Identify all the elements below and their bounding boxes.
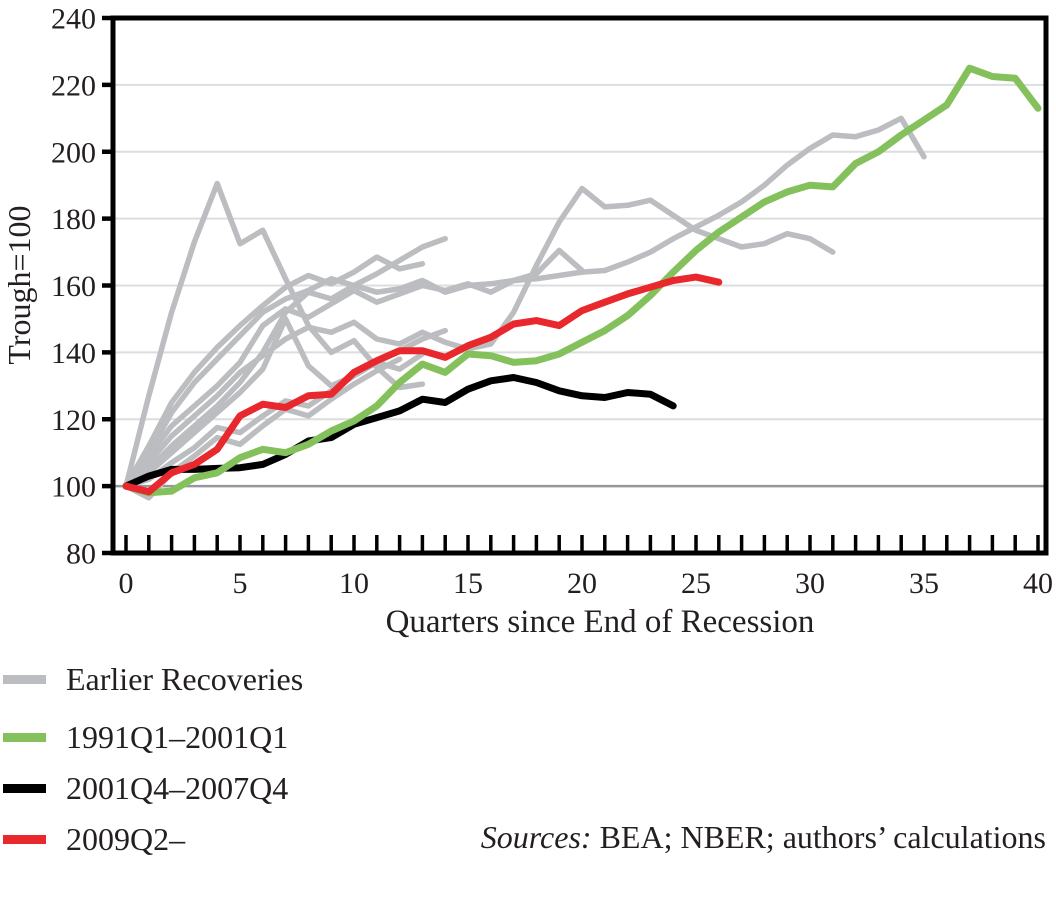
recovery-chart: 80 100 120 140 160 180 200 220 240 0 5 10 15 20 25 30 35…	[1, 3, 1054, 641]
y-axis-tick-labels: 80 100 120 140 160 180 200 220 240	[51, 3, 96, 571]
legend-item: 1991Q1–2001Q1	[3, 720, 288, 754]
svg-text:30: 30	[795, 567, 825, 600]
svg-text:25: 25	[681, 567, 711, 600]
x-axis-ticks	[124, 535, 1040, 551]
svg-text:10: 10	[339, 567, 369, 600]
series-line-9	[122, 374, 677, 490]
legend-item-label: Earlier Recoveries	[66, 661, 304, 697]
svg-text:120: 120	[51, 404, 96, 437]
svg-text:80: 80	[66, 538, 96, 571]
data-series	[122, 64, 1042, 501]
svg-text:0: 0	[119, 567, 134, 600]
legend-item-label: 2001Q4–2007Q4	[66, 770, 289, 806]
svg-text:160: 160	[51, 270, 96, 303]
legend-item-label: 2009Q2–	[66, 821, 186, 857]
sources-note: Sources: BEA; NBER; authors’ calculation…	[481, 820, 1046, 854]
svg-text:20: 20	[567, 567, 597, 600]
series-line-10	[122, 64, 1042, 497]
y-axis-title: Trough=100	[1, 205, 37, 364]
svg-text:100: 100	[51, 471, 96, 504]
legend-swatch-red	[3, 834, 46, 844]
legend-swatch-green	[3, 732, 46, 742]
svg-text:15: 15	[453, 567, 483, 600]
legend-swatch-black	[3, 783, 46, 793]
legend-item: 2001Q4–2007Q4	[3, 771, 288, 805]
sources-text: BEA; NBER; authors’ calculations	[591, 819, 1046, 855]
y-axis-ticks	[102, 15, 112, 556]
svg-text:140: 140	[51, 337, 96, 370]
series-line-11	[122, 273, 723, 496]
svg-text:180: 180	[51, 203, 96, 236]
legend-item: 2009Q2–	[3, 822, 185, 856]
series-line-5	[123, 115, 927, 489]
axis-titles: Quarters since End of Recession Trough=10…	[1, 205, 814, 640]
svg-text:5: 5	[233, 567, 248, 600]
svg-text:40: 40	[1023, 567, 1053, 600]
svg-text:35: 35	[909, 567, 939, 600]
svg-text:200: 200	[51, 136, 96, 169]
sources-label: Sources:	[480, 819, 592, 855]
svg-text:220: 220	[51, 69, 96, 102]
series-line-2	[123, 254, 426, 489]
series-line-3	[123, 247, 585, 489]
x-axis-title: Quarters since End of Recession	[386, 604, 815, 640]
legend-item-label: 1991Q1–2001Q1	[66, 719, 289, 755]
svg-text:240: 240	[51, 3, 96, 36]
legend-item: Earlier Recoveries	[3, 662, 303, 696]
chart-area: 80 100 120 140 160 180 200 220 240 0 5 10 15 20 25 30 35…	[1, 3, 1054, 641]
plot-frame	[110, 15, 1049, 556]
legend-swatch-gray	[3, 674, 46, 684]
x-axis-tick-labels: 0 5 10 15 20 25 30 35 40	[119, 567, 1054, 600]
